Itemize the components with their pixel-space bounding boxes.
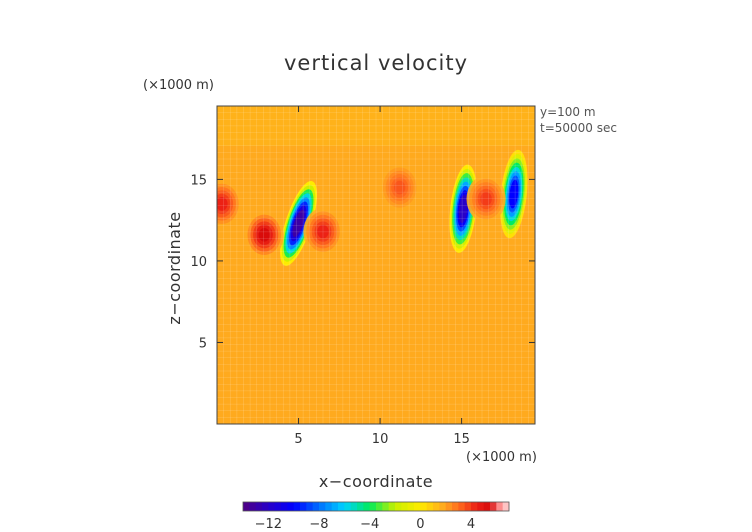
colorbar <box>242 501 510 512</box>
colorbar-bin <box>401 502 409 511</box>
downdraft-cell-0 <box>278 176 319 270</box>
annotation-time: t=50000 sec <box>540 121 617 135</box>
colorbar-bin <box>312 502 320 511</box>
colorbar-ticks: −12 −8 −4 0 4 <box>255 517 476 532</box>
colorbar-bin <box>502 502 510 511</box>
colorbar-bin <box>300 502 307 511</box>
colorbar-bin <box>249 502 257 511</box>
colorbar-bin <box>420 502 428 511</box>
colorbar-bin <box>452 502 459 511</box>
y-axis-label: z−coordinate <box>165 211 184 324</box>
colorbar-tick-label: −12 <box>255 517 282 532</box>
x-unit-label: (×1000 m) <box>466 450 537 465</box>
x-tick-label: 15 <box>453 432 470 447</box>
y-tick-label: 5 <box>199 336 207 351</box>
colorbar-bin <box>490 502 497 511</box>
colorbar-bin <box>439 502 447 511</box>
colorbar-bin <box>483 502 491 511</box>
colorbar-bin <box>395 502 402 511</box>
downdraft-cell-2 <box>498 145 529 243</box>
colorbar-bin <box>376 502 383 511</box>
colorbar-bin <box>445 502 453 511</box>
colorbar-tick-label: 0 <box>416 517 424 532</box>
colorbar-bin <box>433 502 440 511</box>
y-tick-label: 15 <box>190 173 207 188</box>
colorbar-bin <box>331 502 339 511</box>
colorbar-bin <box>471 502 478 511</box>
colorbar-tick-label: 4 <box>467 517 475 532</box>
plot-frame <box>216 105 536 425</box>
colorbar-bin <box>382 502 390 511</box>
colorbar-bin <box>306 502 314 511</box>
colorbar-bin <box>357 502 364 511</box>
x-axis-label: x−coordinate <box>319 472 433 491</box>
colorbar-bin <box>262 502 269 511</box>
colorbar-bin <box>293 502 301 511</box>
x-axis-ticks: 5 10 15 <box>294 106 470 447</box>
updraft-cell-5 <box>303 208 343 256</box>
colorbar-bin <box>268 502 276 511</box>
colorbar-frame <box>242 501 510 512</box>
updraft-cell-3 <box>217 180 242 228</box>
annotation-y-level: y=100 m <box>540 105 596 119</box>
y-tick-label: 10 <box>190 255 207 270</box>
colorbar-bin <box>477 502 485 511</box>
colorbar-bin <box>325 502 333 511</box>
colorbar-tick-label: −8 <box>309 517 328 532</box>
colorbar-bin <box>287 502 295 511</box>
colorbar-bin <box>274 502 282 511</box>
colorbar-bin <box>255 502 263 511</box>
velocity-field <box>217 106 535 424</box>
updraft-cell-4 <box>244 211 284 259</box>
x-tick-label: 5 <box>294 432 302 447</box>
colorbar-bin <box>414 502 421 511</box>
colorbar-bin <box>464 502 472 511</box>
updraft-cell-7 <box>466 175 506 223</box>
colorbar-bin <box>243 502 250 511</box>
colorbar-bin <box>369 502 377 511</box>
colorbar-bin <box>319 502 326 511</box>
colorbar-bin <box>344 502 352 511</box>
grid-overlay <box>217 106 535 424</box>
updraft-cell-6 <box>380 164 420 212</box>
chart-title: vertical velocity <box>284 51 468 75</box>
colorbar-bin <box>350 502 358 511</box>
colorbar-tick-label: −4 <box>360 517 379 532</box>
y-axis-ticks: 5 10 15 <box>190 173 535 351</box>
colorbar-bin <box>426 502 434 511</box>
colorbar-bin <box>338 502 345 511</box>
x-tick-label: 10 <box>372 432 389 447</box>
z-unit-label: (×1000 m) <box>143 78 214 93</box>
colorbar-bin <box>407 502 415 511</box>
colorbar-bin <box>458 502 466 511</box>
colorbar-bin <box>363 502 371 511</box>
colorbar-bin <box>496 502 504 511</box>
colorbar-bin <box>281 502 288 511</box>
colorbar-bin <box>388 502 396 511</box>
